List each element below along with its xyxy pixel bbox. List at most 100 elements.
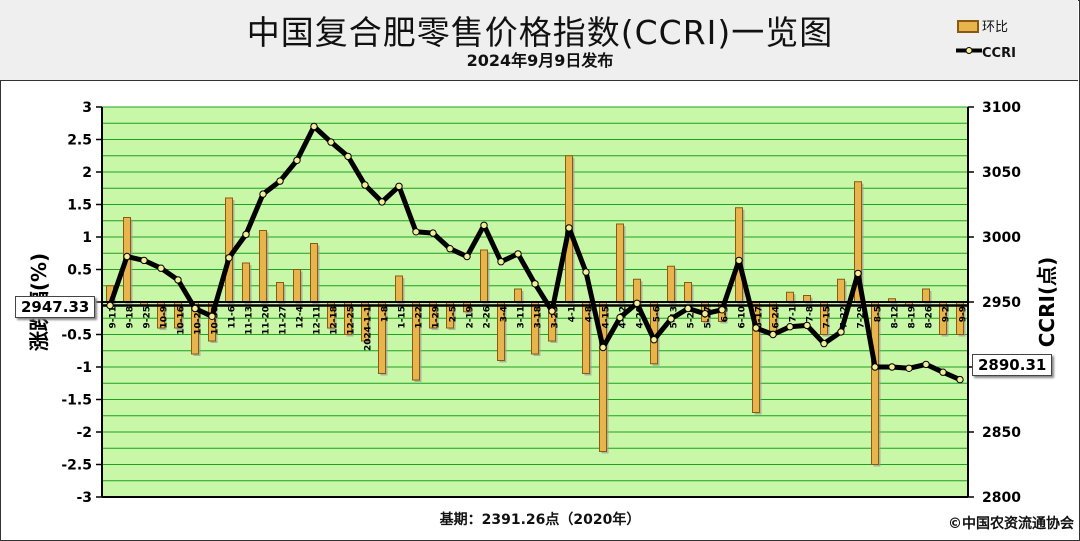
left-axis-tick-label: 2.5 xyxy=(67,133,92,149)
category-tick-label: 11-13 xyxy=(245,306,255,335)
copyright-text: ©中国农资流通协会 xyxy=(948,516,1074,532)
ccri-point xyxy=(344,152,352,161)
right-axis-tick-label: 2850 xyxy=(982,425,1021,441)
category-tick-label: 8-26 xyxy=(925,306,935,329)
ccri-point xyxy=(956,375,964,384)
left-axis-tick-label: -1.5 xyxy=(61,393,92,409)
category-tick-label: 7-8 xyxy=(806,306,816,322)
right-axis-tick-label: 3100 xyxy=(982,100,1021,116)
legend-line-label: CCRI xyxy=(982,46,1016,61)
ccri-point xyxy=(395,182,403,191)
ccri-point xyxy=(412,228,420,236)
ccri-point xyxy=(106,301,114,310)
bar-change xyxy=(225,197,233,303)
category-tick-label: 7-15 xyxy=(823,306,833,329)
category-tick-label: 6-17 xyxy=(755,306,765,329)
left-axis-tick-label: -3 xyxy=(76,490,92,506)
ccri-point xyxy=(854,269,862,278)
category-tick-label: 2024-1-1 xyxy=(364,306,374,351)
category-tick-label: 3-11 xyxy=(517,306,527,329)
ccri-point xyxy=(310,122,318,131)
left-axis-tick-label: 1 xyxy=(82,230,92,246)
ccri-point xyxy=(174,276,182,284)
category-tick-label: 1-22 xyxy=(415,306,425,329)
category-tick-label: 9-25 xyxy=(143,306,153,329)
category-tick-label: 5-6 xyxy=(653,306,663,322)
left-axis-tick-label: 0.5 xyxy=(67,263,92,279)
category-tick-label: 4-8 xyxy=(585,306,595,322)
bar-change xyxy=(616,223,624,303)
category-tick-label: 9-9 xyxy=(959,306,969,322)
ccri-point xyxy=(531,280,539,288)
bar-change xyxy=(667,265,675,303)
bar-change xyxy=(735,207,743,303)
ccri-point xyxy=(463,252,471,261)
category-tick-label: 3-25 xyxy=(551,306,561,329)
ccri-point xyxy=(514,250,522,258)
bar-change xyxy=(786,291,794,303)
category-tick-label: 7-29 xyxy=(857,306,867,329)
ccri-point xyxy=(786,323,794,331)
right-axis-tick-label: 2800 xyxy=(982,490,1021,506)
bar-change xyxy=(837,278,845,303)
category-tick-label: 12-25 xyxy=(347,306,357,335)
ccri-point xyxy=(225,254,233,262)
bar-change xyxy=(293,269,301,303)
category-tick-label: 5-27 xyxy=(704,306,714,329)
category-tick-label: 2-5 xyxy=(449,306,459,322)
ccri-point xyxy=(378,198,386,206)
legend-line-swatch xyxy=(956,47,982,54)
ccri-point xyxy=(718,306,726,314)
ccri-point xyxy=(259,190,267,198)
ccri-point xyxy=(633,299,641,307)
ccri-point xyxy=(497,258,505,266)
category-tick-label: 11-27 xyxy=(279,306,289,335)
ccri-point xyxy=(293,156,301,165)
category-tick-label: 9-18 xyxy=(126,306,136,329)
start-value-callout: 2947.33 xyxy=(15,296,96,318)
category-tick-label: 10-30 xyxy=(211,306,221,335)
ccri-point xyxy=(565,224,573,232)
bar-change xyxy=(922,288,930,303)
bar-change xyxy=(871,301,879,465)
bar-change xyxy=(310,243,318,303)
bar-change xyxy=(259,230,267,303)
right-axis-tick-label: 3050 xyxy=(982,165,1021,181)
ccri-point xyxy=(905,364,913,372)
category-tick-label: 6-10 xyxy=(738,306,748,329)
category-tick-label: 8-5 xyxy=(874,306,884,322)
left-axis-tick-label: -2 xyxy=(76,425,92,441)
ccri-point xyxy=(837,328,845,336)
category-tick-label: 5-20 xyxy=(687,306,697,329)
ccri-point xyxy=(650,336,658,344)
chart-title: 中国复合肥零售价格指数(CCRI)一览图 xyxy=(246,13,834,52)
left-axis-tick-label: 3 xyxy=(82,100,92,116)
category-tick-label: 11-20 xyxy=(262,306,272,335)
category-tick-label: 8-12 xyxy=(891,306,901,329)
category-tick-label: 8-19 xyxy=(908,306,918,329)
category-tick-label: 1-8 xyxy=(381,306,391,322)
category-tick-label: 10-16 xyxy=(177,306,187,335)
category-tick-label: 9-11 xyxy=(109,306,119,329)
ccri-point xyxy=(191,304,199,313)
ccri-point xyxy=(888,363,896,371)
end-value-callout: 2890.31 xyxy=(972,354,1053,376)
category-tick-label: 6-24 xyxy=(772,306,782,329)
ccri-point xyxy=(140,256,148,265)
chart-subtitle: 2024年9月9日发布 xyxy=(466,51,614,70)
ccri-point xyxy=(242,230,250,239)
right-axis-title: CCRI(点) xyxy=(1035,257,1059,347)
left-axis-tick-label: -0.5 xyxy=(61,328,92,344)
left-axis-tick-label: 1.5 xyxy=(67,198,92,214)
category-tick-label: 12-11 xyxy=(313,306,323,335)
category-tick-label: 11-6 xyxy=(228,306,238,329)
ccri-point xyxy=(939,368,947,376)
legend-bar-swatch xyxy=(957,20,979,33)
category-tick-label: 3-4 xyxy=(500,306,510,322)
ccri-point xyxy=(157,264,165,272)
ccri-point xyxy=(701,310,709,318)
ccri-point xyxy=(446,245,454,253)
ccri-point xyxy=(599,343,607,352)
ccri-point xyxy=(820,339,828,348)
